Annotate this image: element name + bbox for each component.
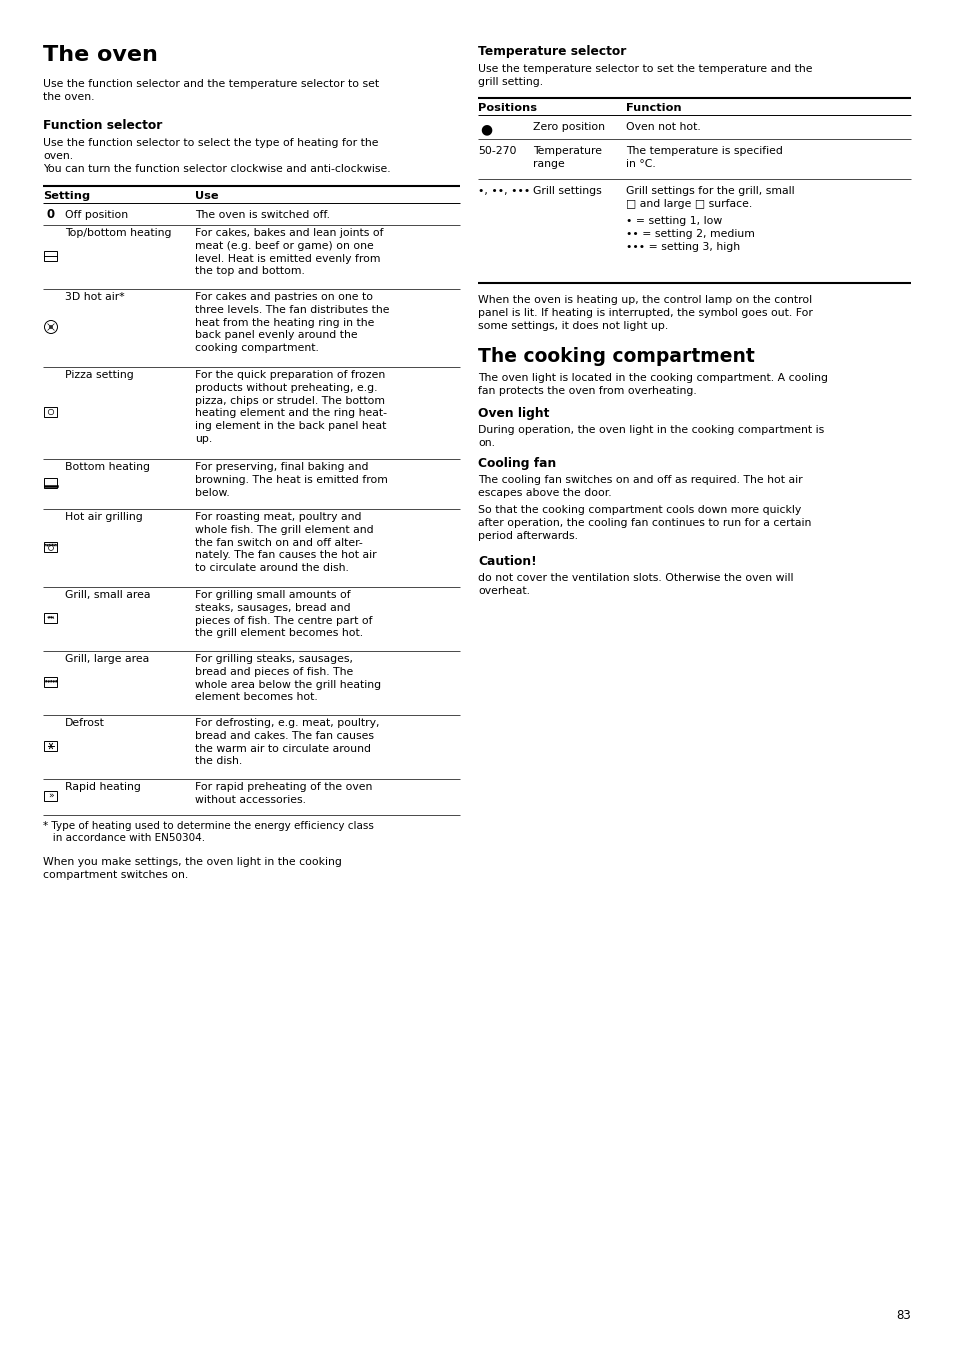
Text: The cooking compartment: The cooking compartment — [477, 347, 754, 366]
Text: ●: ● — [479, 122, 492, 136]
Text: Use the function selector and the temperature selector to set
the oven.: Use the function selector and the temper… — [43, 80, 378, 101]
Text: •, ••, •••: •, ••, ••• — [477, 186, 530, 196]
Text: 50-270: 50-270 — [477, 146, 516, 157]
Text: Temperature selector: Temperature selector — [477, 45, 626, 58]
Text: Pizza setting: Pizza setting — [65, 370, 133, 379]
Text: For cakes, bakes and lean joints of
meat (e.g. beef or game) on one
level. Heat : For cakes, bakes and lean joints of meat… — [194, 228, 383, 277]
Text: When you make settings, the oven light in the cooking
compartment switches on.: When you make settings, the oven light i… — [43, 857, 341, 880]
Text: The oven is switched off.: The oven is switched off. — [194, 211, 330, 220]
Text: Rapid heating: Rapid heating — [65, 782, 141, 792]
Bar — [45, 478, 57, 487]
Bar — [45, 791, 57, 801]
Text: Use the temperature selector to set the temperature and the
grill setting.: Use the temperature selector to set the … — [477, 63, 812, 86]
Text: The cooling fan switches on and off as required. The hot air
escapes above the d: The cooling fan switches on and off as r… — [477, 475, 801, 498]
Text: During operation, the oven light in the cooking compartment is
on.: During operation, the oven light in the … — [477, 425, 823, 448]
Text: 0: 0 — [47, 208, 55, 221]
Text: in accordance with EN50304.: in accordance with EN50304. — [43, 833, 205, 842]
Text: Hot air grilling: Hot air grilling — [65, 512, 143, 522]
Text: For rapid preheating of the oven
without accessories.: For rapid preheating of the oven without… — [194, 782, 372, 805]
Text: The oven light is located in the cooking compartment. A cooling
fan protects the: The oven light is located in the cooking… — [477, 373, 827, 396]
Text: Top/bottom heating: Top/bottom heating — [65, 228, 172, 238]
Text: For grilling steaks, sausages,
bread and pieces of fish. The
whole area below th: For grilling steaks, sausages, bread and… — [194, 653, 381, 702]
Text: Oven light: Oven light — [477, 406, 549, 420]
Text: Grill settings: Grill settings — [533, 186, 601, 196]
Text: Grill, small area: Grill, small area — [65, 590, 151, 599]
Text: do not cover the ventilation slots. Otherwise the oven will
overheat.: do not cover the ventilation slots. Othe… — [477, 572, 793, 595]
Text: Temperature
range: Temperature range — [533, 146, 601, 169]
Bar — [45, 408, 57, 417]
Text: For cakes and pastries on one to
three levels. The fan distributes the
heat from: For cakes and pastries on one to three l… — [194, 292, 389, 354]
Text: Setting: Setting — [43, 190, 90, 201]
Text: So that the cooking compartment cools down more quickly
after operation, the coo: So that the cooking compartment cools do… — [477, 505, 810, 540]
Text: When the oven is heating up, the control lamp on the control
panel is lit. If he: When the oven is heating up, the control… — [477, 296, 812, 331]
Text: □ and large □ surface.: □ and large □ surface. — [625, 198, 752, 209]
Bar — [45, 678, 57, 687]
Text: Use the function selector to select the type of heating for the
oven.
You can tu: Use the function selector to select the … — [43, 138, 390, 174]
Text: For roasting meat, poultry and
whole fish. The grill element and
the fan switch : For roasting meat, poultry and whole fis… — [194, 512, 376, 574]
Text: Use: Use — [194, 190, 218, 201]
Text: Defrost: Defrost — [65, 718, 105, 728]
Text: •• = setting 2, medium: •• = setting 2, medium — [625, 230, 754, 239]
Text: Grill, large area: Grill, large area — [65, 653, 149, 664]
Text: Zero position: Zero position — [533, 122, 604, 132]
Bar — [45, 613, 57, 622]
Text: The temperature is specified
in °C.: The temperature is specified in °C. — [625, 146, 782, 169]
Text: * Type of heating used to determine the energy efficiency class: * Type of heating used to determine the … — [43, 821, 374, 832]
Bar — [45, 251, 57, 261]
Text: Function: Function — [625, 103, 680, 113]
Text: For preserving, final baking and
browning. The heat is emitted from
below.: For preserving, final baking and brownin… — [194, 462, 388, 498]
Text: Bottom heating: Bottom heating — [65, 462, 150, 472]
Text: Cooling fan: Cooling fan — [477, 458, 556, 470]
Text: Off position: Off position — [65, 211, 128, 220]
Text: The oven: The oven — [43, 45, 157, 65]
Text: 83: 83 — [895, 1310, 910, 1322]
Bar — [45, 543, 57, 552]
Text: For grilling small amounts of
steaks, sausages, bread and
pieces of fish. The ce: For grilling small amounts of steaks, sa… — [194, 590, 372, 639]
Text: »: » — [49, 791, 53, 801]
Text: Function selector: Function selector — [43, 119, 162, 132]
Text: Caution!: Caution! — [477, 555, 537, 568]
Text: Positions: Positions — [477, 103, 537, 113]
Text: 3D hot air*: 3D hot air* — [65, 292, 125, 302]
Text: Grill settings for the grill, small: Grill settings for the grill, small — [625, 186, 794, 196]
Text: Oven not hot.: Oven not hot. — [625, 122, 700, 132]
Text: For defrosting, e.g. meat, poultry,
bread and cakes. The fan causes
the warm air: For defrosting, e.g. meat, poultry, brea… — [194, 718, 379, 767]
Text: ••• = setting 3, high: ••• = setting 3, high — [625, 242, 740, 252]
Text: • = setting 1, low: • = setting 1, low — [625, 216, 721, 225]
Text: For the quick preparation of frozen
products without preheating, e.g.
pizza, chi: For the quick preparation of frozen prod… — [194, 370, 387, 444]
Bar — [45, 741, 57, 751]
